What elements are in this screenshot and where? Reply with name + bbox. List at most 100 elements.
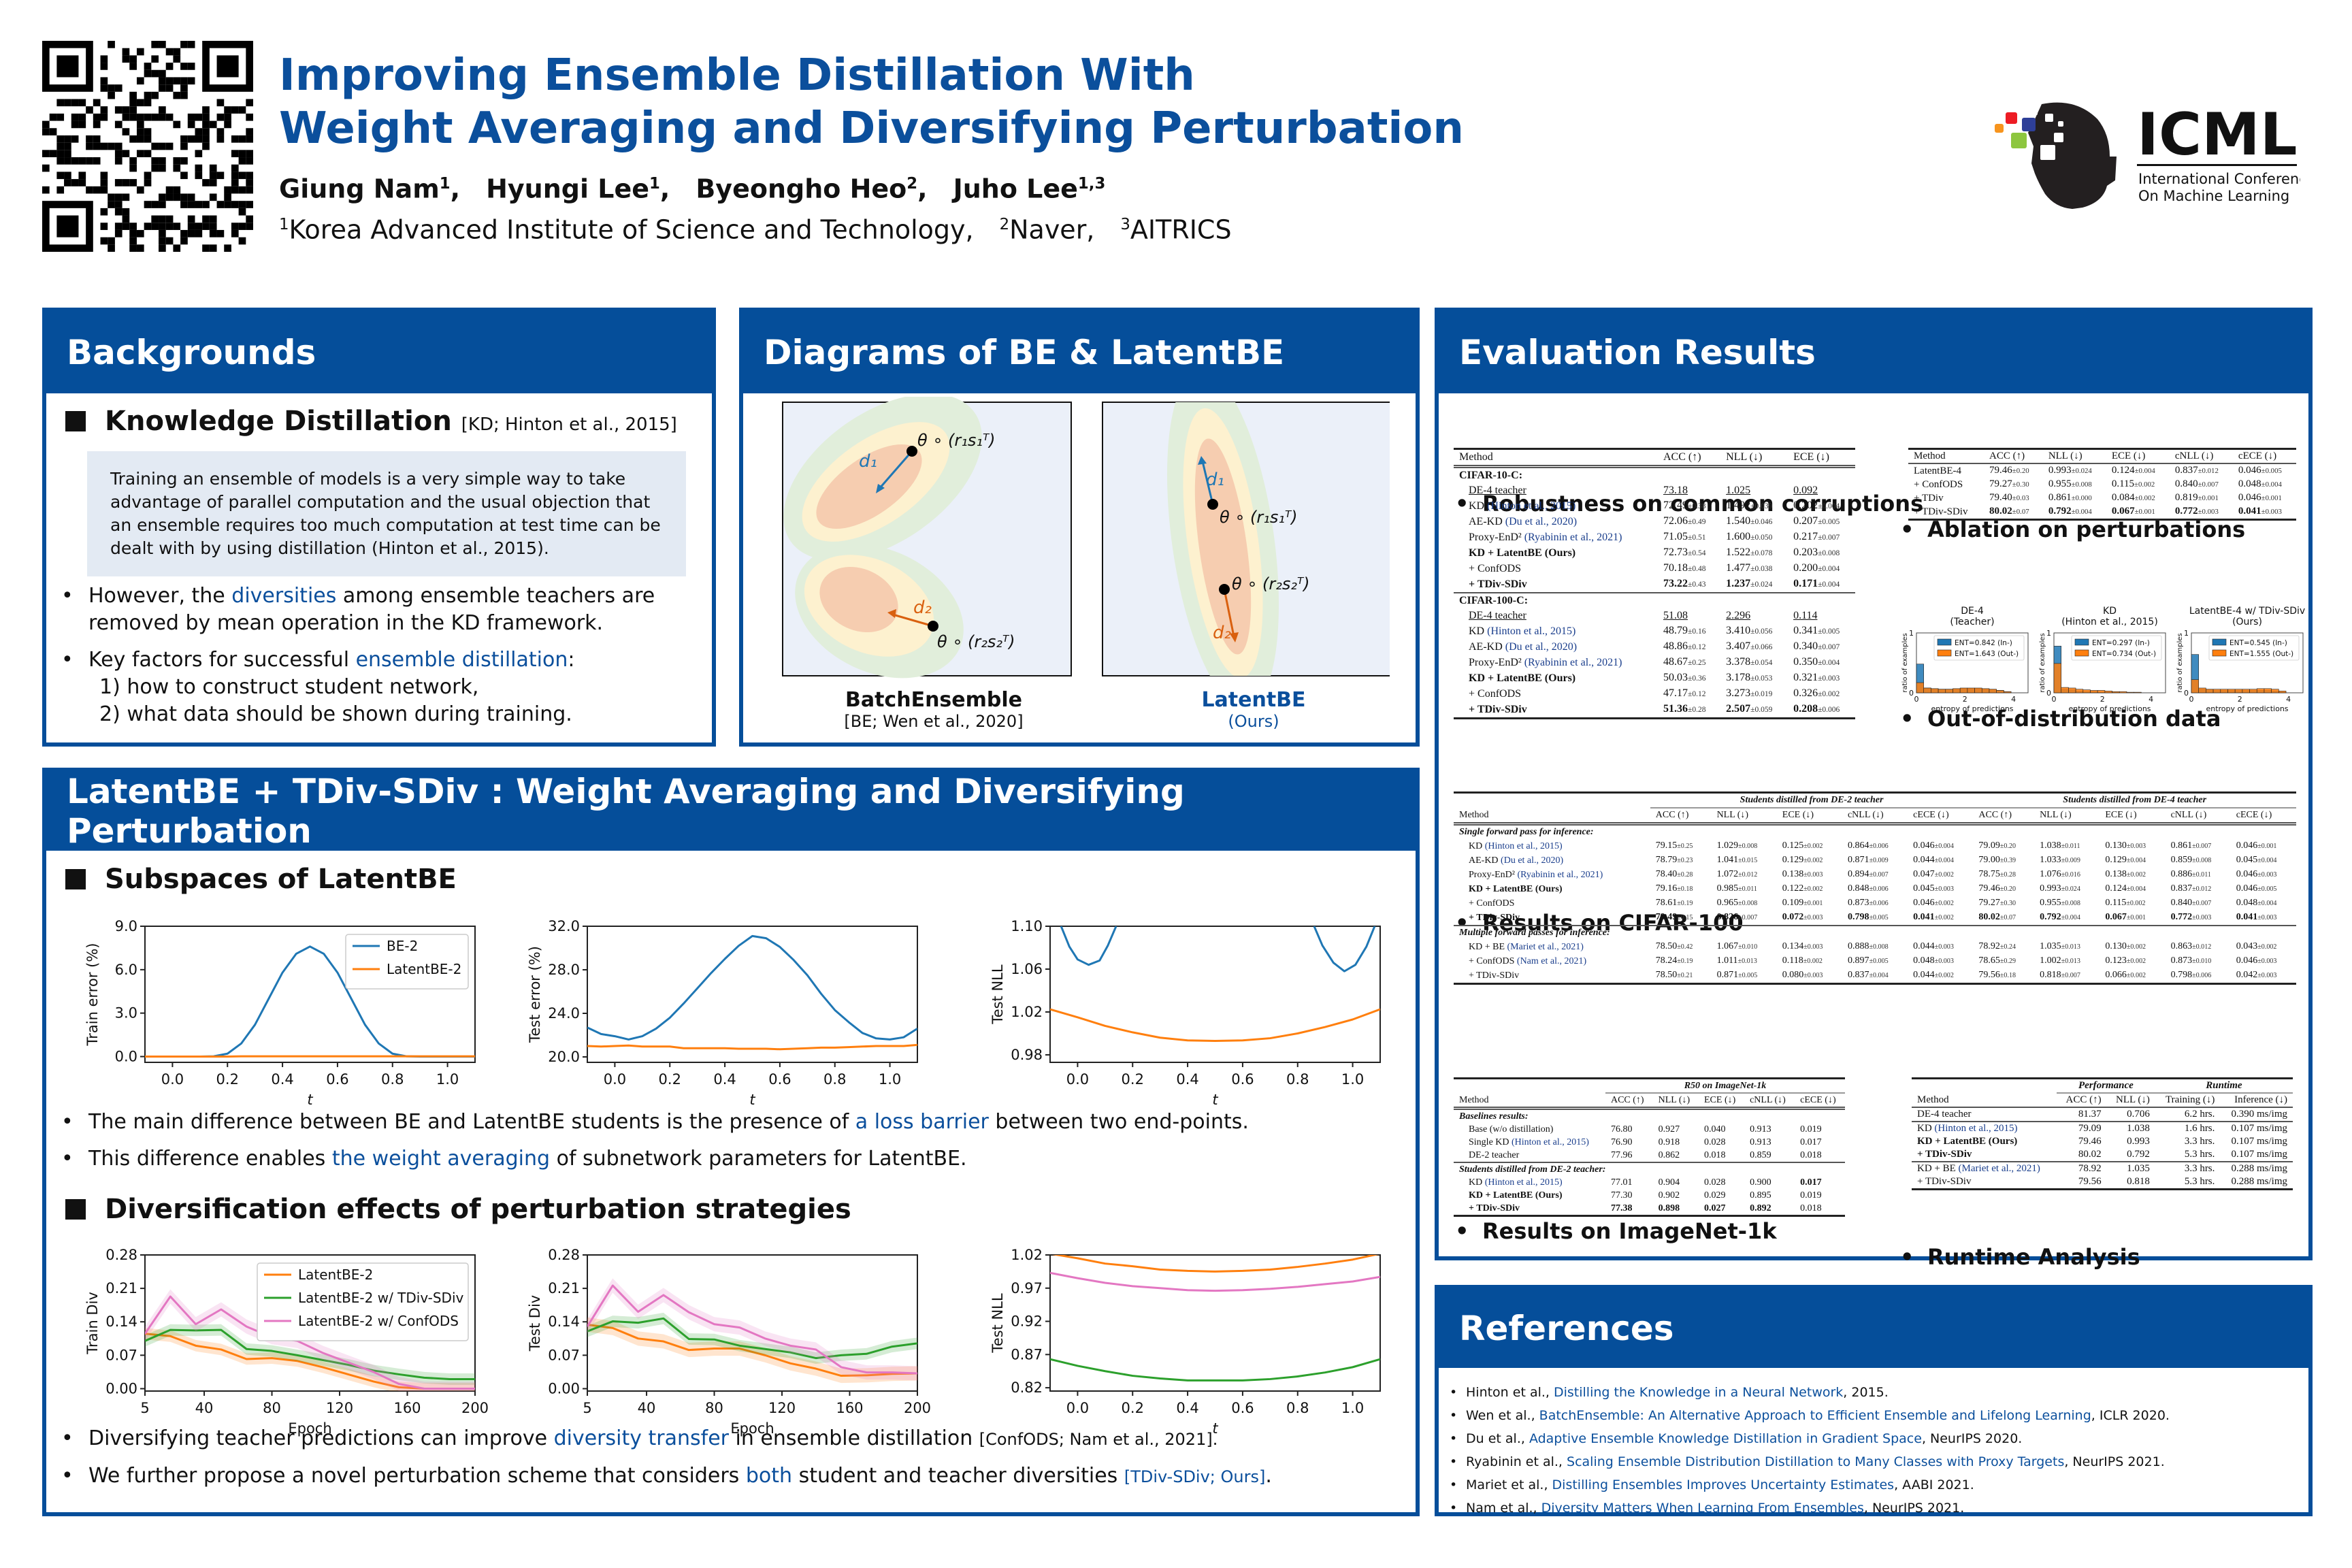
value-cell: 3.273±0.019 [1720,686,1788,702]
std-dev: ±0.004 [2071,508,2092,516]
citation-link[interactable]: (Du et al., 2020) [1505,640,1578,653]
y-tick-label: 0.00 [548,1380,580,1396]
value-cell: 79.00±0.39 [1973,853,2034,868]
table-row: Proxy-EnD² (Ryabinin et al., 2021) 78.40±… [1454,868,2296,882]
x-tick-label: 0.8 [381,1071,404,1088]
value-cell: 1.025 [1720,483,1788,498]
std-dev: ±0.003 [1934,885,1954,893]
value-cell: 0.044±0.003 [1908,940,1973,954]
reference-title-link[interactable]: Distilling the Knowledge in a Neural Net… [1553,1385,1844,1400]
std-dev: ±0.39 [1999,857,2016,864]
value: 0.067 [2105,912,2127,922]
value-cell: 0.873±0.010 [2166,954,2231,968]
citation-link[interactable]: (Du et al., 2020) [1501,855,1564,866]
std-dev: ±0.004 [1869,972,1889,979]
citation-link[interactable]: (Mariet et al., 2021) [1958,1163,2040,1174]
histogram-bar [2090,690,2098,693]
x-tick-label: 0.8 [1286,1071,1309,1088]
method-cell: AE-KD (Du et al., 2020) [1454,853,1650,868]
series-line-latentbe-2-w-tdiv-sdiv [145,1328,475,1380]
reference-title-link[interactable]: Diversity Matters When Learning From Ens… [1541,1501,1864,1516]
y-tick-label: 1 [2184,629,2189,638]
std-dev: ±0.25 [1688,659,1706,667]
citation-link[interactable]: (Du et al., 2020) [1505,515,1578,527]
group-header: Students distilled from DE-4 teacher [1973,791,2296,808]
method-cell: KD + LatentBE (Ours) [1454,545,1658,561]
column-header: Method [1454,448,1658,467]
method-cell: KD + BE (Mariet et al., 2021) [1912,1161,2057,1175]
std-dev: ±0.004 [2257,900,2277,907]
value-cell: 0.067±0.001 [2106,505,2170,521]
citation-link[interactable]: (Hinton et al., 2015) [1487,500,1576,512]
value-cell: 48.86±0.12 [1658,639,1720,655]
value: 0.955 [2040,898,2061,908]
method-cell: + ConfODS (Nam et al., 2021) [1454,954,1650,968]
y-tick-label: 32.0 [548,918,580,934]
value: 79.27 [1978,898,2000,908]
method-cell: + TDiv-SDiv [1454,702,1658,719]
table-row: + TDiv-SDiv 80.02 0.792 5.3 hrs. 0.107 ms/im… [1912,1148,2293,1162]
value-cell: 73.22±0.43 [1658,576,1720,593]
x-tick-label: 0.4 [271,1071,293,1088]
column-header: ACC (↑) [1978,810,2012,820]
square-bullet-icon [65,411,86,431]
histogram-bar [2104,691,2112,693]
method-cell: + TDiv-SDiv [1454,1202,1605,1217]
citation-link[interactable]: (Mariet et al., 2021) [1507,941,1584,952]
bullet-loss-barrier: The main difference between BE and Laten… [53,1109,1401,1136]
ablation-table: Method ACC (↑) NLL (↓) ECE (↓) cNLL (↓) cECE … [1908,448,2296,521]
std-dev: ±0.19 [1677,958,1693,965]
value-cell: 79.46 [2078,1136,2102,1147]
group-header: R50 on ImageNet-1k [1605,1077,1845,1094]
reference-title-link[interactable]: Scaling Ensemble Distribution Distillati… [1567,1454,2065,1469]
value: 0.864 [1847,840,1869,851]
citation-link[interactable]: (Hinton et al., 2015) [1484,1177,1563,1188]
chart-title: LatentBE-4 w/ TDiv-SDiv [2189,606,2305,617]
std-dev: ±0.003 [1803,972,1823,979]
citation-link[interactable]: (Hinton et al., 2015) [1487,625,1576,637]
y-tick-label: 0.21 [548,1280,580,1296]
std-dev: ±0.004 [1818,502,1840,510]
std-dev: ±0.011 [2192,871,2211,879]
citation-link[interactable]: (Ryabinin et al., 2021) [1524,531,1622,543]
direction-2-label: d₂ [1213,623,1231,643]
value: 73.18 [1663,485,1688,496]
value-cell: 76.80 [1605,1123,1653,1136]
method-name: + TDiv [1914,492,1944,504]
value: 0.350 [1793,656,1818,668]
value-cell: 1.492±0.039 [1720,498,1788,514]
reference-title-link[interactable]: BatchEnsemble: An Alternative Approach t… [1539,1408,2091,1423]
column-header: Method [1459,809,1489,820]
reference-title-link[interactable]: Adaptive Ensemble Knowledge Distillation… [1529,1431,1922,1446]
series-band [587,1312,917,1364]
value-cell: 0.048±0.004 [2233,478,2296,491]
method-name: KD [1469,625,1488,637]
value: 0.993 [2048,465,2072,476]
histogram-bar [2220,689,2228,693]
x-tick-label: 0.4 [1176,1071,1198,1088]
logo-line-2: On Machine Learning [2138,188,2289,204]
value-cell: 0.900 [1744,1176,1795,1189]
citation-link[interactable]: (Hinton et al., 2015) [1934,1123,2018,1134]
legend-swatch [2074,638,2089,646]
citation-link[interactable]: (Hinton et al., 2015) [1512,1137,1589,1147]
point-2-label: θ ∘ (r₂s₂ᵀ) [1232,574,1310,593]
header-row: Method ACC (↑) NLL (↓) ECE (↓) cNLL (↓) cECE … [1908,448,2296,463]
column-header: ACC (↑) [1610,1095,1644,1105]
reference-item: Wen et al., BatchEnsemble: An Alternativ… [1446,1407,2170,1424]
std-dev: ±0.19 [1677,900,1693,907]
method-name: KD [1469,500,1488,512]
citation-link[interactable]: (Nam et al., 2021) [1516,956,1587,966]
citation-link[interactable]: (Ryabinin et al., 2021) [1524,656,1622,668]
histogram-bar [2206,689,2214,693]
std-dev: ±0.003 [2126,843,2146,850]
value-cell: 3.407±0.066 [1720,639,1788,655]
std-dev: ±0.007 [2198,480,2219,489]
value: 48.67 [1663,656,1688,668]
reference-title-link[interactable]: Distilling Ensembles Improves Uncertaint… [1552,1477,1895,1492]
value-cell: 76.90 [1605,1136,1653,1149]
citation-link[interactable]: (Ryabinin et al., 2021) [1517,869,1603,880]
value: 79.09 [1978,840,2000,851]
std-dev: ±0.12 [1688,643,1706,651]
citation-link[interactable]: (Hinton et al., 2015) [1484,840,1563,851]
